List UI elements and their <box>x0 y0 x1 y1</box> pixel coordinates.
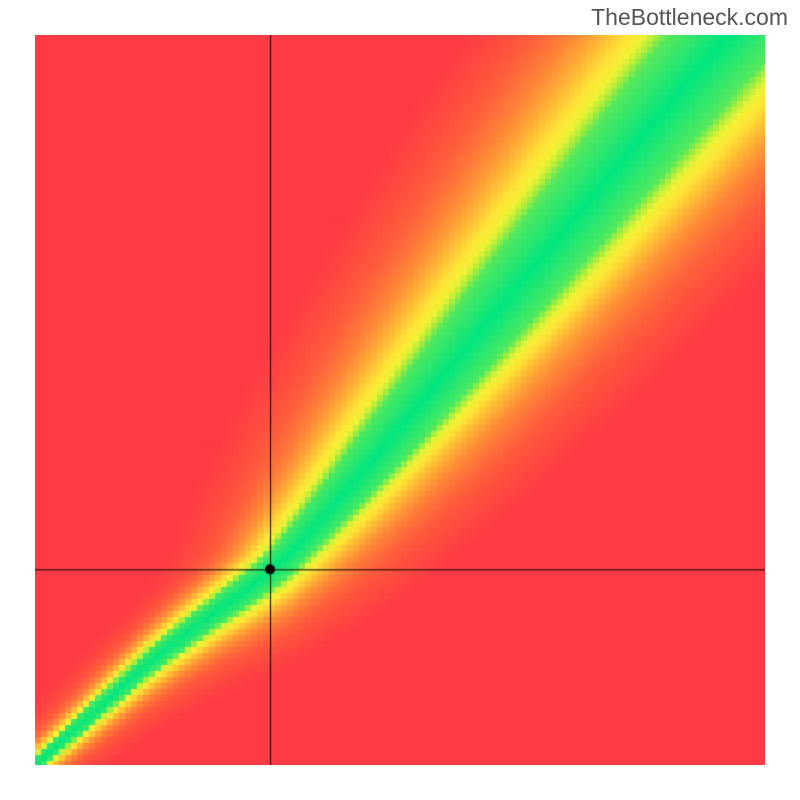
watermark-text: TheBottleneck.com <box>591 4 788 31</box>
heatmap-canvas <box>35 35 765 765</box>
chart-container: TheBottleneck.com <box>0 0 800 800</box>
heatmap-plot-area <box>35 35 765 765</box>
